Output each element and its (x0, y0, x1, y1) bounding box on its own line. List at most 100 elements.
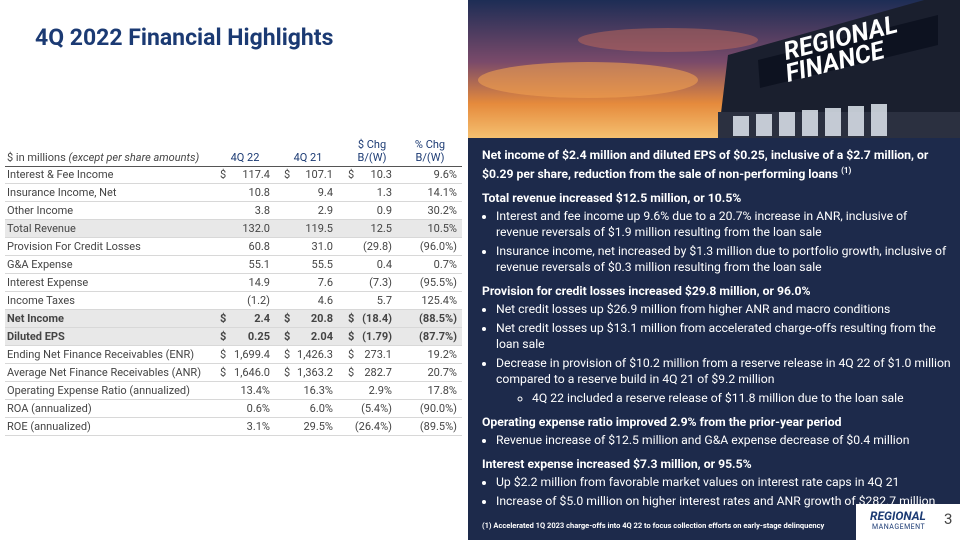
bullet: Revenue increase of $12.5 million and G&… (496, 432, 952, 448)
cell-value: (29.8) (362, 240, 392, 253)
sub-bullet-list: 4Q 22 included a reserve release of $11.… (496, 390, 952, 406)
bullet: Insurance income, net increased by $1.3 … (496, 243, 952, 275)
section-heading: Operating expense ratio improved 2.9% fr… (482, 414, 952, 430)
logo-text: REGIONAL (870, 509, 926, 523)
cell-value: 16.3% (303, 384, 333, 397)
bullet-list: Interest and fee income up 9.6% due to a… (482, 208, 952, 275)
cell-value: 0.9 (376, 204, 392, 217)
highlights: Net income of $2.4 million and diluted E… (482, 147, 952, 517)
cell-value: 4.6 (317, 294, 333, 307)
column-header-line: B/(W) (415, 151, 445, 164)
cell-value: 107.1 (305, 168, 333, 181)
row-label: Income Taxes (7, 294, 75, 307)
bullet-text: Increase of $5.0 million on higher inter… (496, 494, 936, 509)
bullet: Increase of $5.0 million on higher inter… (496, 493, 952, 509)
currency: $ (348, 330, 355, 343)
row-label: G&A Expense (7, 258, 73, 271)
section-heading: Interest expense increased $7.3 million,… (482, 456, 952, 472)
row-label: Interest & Fee Income (7, 168, 114, 181)
column-header-line: B/(W) (357, 151, 387, 164)
section: Interest expense increased $7.3 million,… (482, 456, 952, 509)
cell-value: (5.4%) (361, 402, 392, 415)
cell-value: 7.6 (317, 276, 333, 289)
logo: REGIONAL MANAGEMENT 3 (856, 504, 960, 540)
section: Operating expense ratio improved 2.9% fr… (482, 414, 952, 448)
cell-value: 3.1% (246, 420, 270, 433)
currency: $ (348, 312, 355, 325)
cell-value: 0.7% (433, 258, 457, 271)
cell-value: 2.04 (310, 330, 333, 343)
column-header-line: % Chg (414, 138, 446, 151)
cell-value: 17.8% (427, 384, 457, 397)
cell-value: 60.8 (248, 240, 270, 253)
cell-value: 0.6% (246, 402, 270, 415)
cell-value: 0.4 (376, 258, 392, 271)
cell-value: 31.0 (311, 240, 333, 253)
cell-value: 6.0% (309, 402, 333, 415)
cell-value: 55.5 (311, 258, 333, 271)
row-label: ROE (annualized) (7, 420, 91, 433)
bullet-text: Decrease in provision of $10.2 million f… (496, 356, 951, 387)
section-heading: Net income of $2.4 million and diluted E… (482, 147, 952, 182)
cell-value: 29.5% (303, 420, 333, 433)
row-label: Provision For Credit Losses (7, 240, 141, 253)
side-panel: REGIONAL FINANCE (468, 0, 960, 540)
cell-value: 13.4% (240, 384, 270, 397)
currency: $ (348, 366, 355, 379)
row-label: Diluted EPS (7, 330, 65, 343)
bullet: Net credit losses up $26.9 million from … (496, 301, 952, 317)
cell-value: 55.1 (248, 258, 270, 271)
cell-value: 12.5 (370, 222, 392, 235)
cell-value: 14.1% (427, 186, 457, 199)
table-row: Net Income $2.4 $20.8 $ (18.4) (88.5%) (5, 310, 462, 328)
currency: $ (220, 168, 227, 181)
row-label: Average Net Finance Receivables (ANR) (7, 366, 202, 379)
cell-value: 119.5 (305, 222, 333, 235)
cell-value: 1,426.3 (297, 348, 333, 361)
currency: $ (348, 348, 355, 361)
footnote-ref: (1) (841, 166, 852, 175)
cell-value: (96.0%) (419, 240, 457, 253)
cell-value: (18.4) (362, 312, 392, 325)
page-number: 3 (944, 510, 953, 528)
title: 4Q 2022 Financial Highlights (35, 24, 334, 51)
cell-value: 14.9 (248, 276, 270, 289)
bullet-list: Up $2.2 million from favorable market va… (482, 474, 952, 509)
cell-value: 2.9% (368, 384, 392, 397)
cell-value: (88.5%) (419, 312, 457, 325)
table-row: Other Income 3.8 2.9 0.9 30.2% (5, 202, 462, 220)
row-label: Interest Expense (7, 276, 89, 289)
heading-text: Interest expense increased $7.3 million,… (482, 457, 752, 472)
column-header: % Chg B/(W) (400, 138, 460, 164)
column-header-line: $ Chg (357, 138, 387, 151)
bullet-text: Net credit losses up $13.1 million from … (496, 321, 936, 352)
table-row: Operating Expense Ratio (annualized) 13.4… (5, 382, 462, 400)
cell-value: (1.2) (247, 294, 270, 307)
cell-value: 3.8 (254, 204, 270, 217)
row-label: Operating Expense Ratio (annualized) (7, 384, 190, 397)
row-label: ROA (annualized) (7, 402, 92, 415)
cell-value: 9.4 (317, 186, 333, 199)
bullet-text: Insurance income, net increased by $1.3 … (496, 244, 947, 275)
footnote: (1) Accelerated 1Q 2023 charge-offs into… (482, 521, 825, 530)
sub-bullet: 4Q 22 included a reserve release of $11.… (532, 390, 952, 406)
currency: $ (284, 312, 291, 325)
bullet-text: Revenue increase of $12.5 million and G&… (496, 433, 910, 448)
currency: $ (284, 168, 291, 181)
table-row: ROA (annualized) 0.6% 6.0% (5.4%) (90.0%) (5, 400, 462, 418)
cell-value: (1.79) (362, 330, 392, 343)
cell-value: 132.0 (242, 222, 270, 235)
table-row: ROE (annualized) 3.1% 29.5% (26.4%) (89.5%) (5, 418, 462, 436)
logo-text: MANAGEMENT (872, 523, 926, 531)
cell-value: 1,646.0 (234, 366, 270, 379)
table-row: Interest & Fee Income $117.4 $107.1 $10.3 9.… (5, 166, 462, 184)
cell-value: 1,699.4 (234, 348, 270, 361)
currency: $ (348, 168, 355, 181)
bullet: Up $2.2 million from favorable market va… (496, 474, 952, 490)
cell-value: 19.2% (427, 348, 457, 361)
table-header: $ in millions (except per share amounts)… (5, 138, 462, 167)
section: Provision for credit losses increased $2… (482, 283, 952, 406)
bullet: Decrease in provision of $10.2 million f… (496, 355, 952, 406)
table-row: Ending Net Finance Receivables (ENR) $1,6… (5, 346, 462, 364)
